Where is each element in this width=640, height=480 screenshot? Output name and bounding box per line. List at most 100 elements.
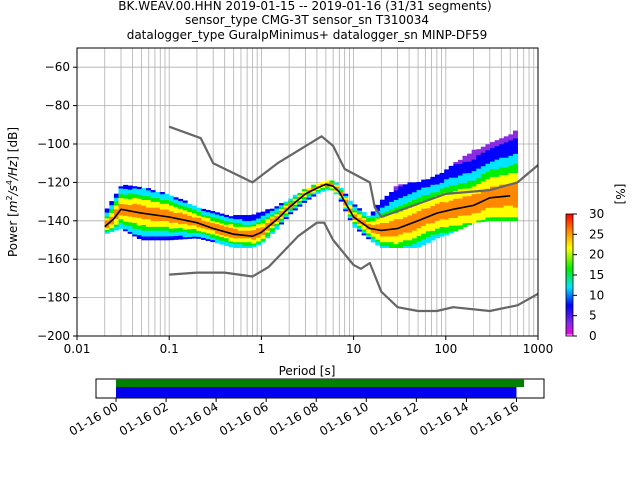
density-cell bbox=[150, 215, 156, 218]
density-cell bbox=[150, 230, 156, 233]
density-cell bbox=[301, 191, 307, 194]
density-cell bbox=[173, 204, 179, 208]
density-cell bbox=[132, 218, 138, 222]
density-cell bbox=[159, 220, 165, 224]
density-cell bbox=[375, 222, 381, 225]
density-cell bbox=[379, 213, 385, 216]
density-cell bbox=[205, 236, 211, 240]
density-cell bbox=[425, 186, 431, 190]
density-cell bbox=[398, 243, 404, 247]
density-cell bbox=[155, 193, 161, 197]
density-cell bbox=[503, 218, 509, 222]
density-cell bbox=[476, 149, 482, 152]
density-cell bbox=[480, 215, 486, 219]
density-cell bbox=[412, 195, 418, 199]
density-cell bbox=[503, 207, 509, 210]
density-cell bbox=[214, 231, 220, 234]
density-cell bbox=[439, 195, 445, 199]
density-cell bbox=[512, 195, 518, 199]
density-cell bbox=[260, 213, 266, 216]
density-cell bbox=[384, 209, 390, 212]
density-cell bbox=[146, 226, 152, 229]
density-cell bbox=[398, 197, 404, 200]
density-cell bbox=[352, 210, 358, 213]
density-cell bbox=[490, 215, 496, 218]
density-cell bbox=[118, 205, 124, 208]
density-cell bbox=[471, 151, 477, 154]
density-cell bbox=[499, 155, 505, 158]
density-cell bbox=[242, 228, 248, 231]
density-cell bbox=[503, 167, 509, 170]
density-cell bbox=[269, 231, 275, 234]
density-cell bbox=[448, 167, 454, 170]
density-cell bbox=[512, 153, 518, 156]
density-cell bbox=[168, 195, 174, 198]
density-cell bbox=[476, 218, 482, 221]
density-cell bbox=[508, 201, 514, 204]
density-cell bbox=[508, 167, 514, 170]
density-cell bbox=[191, 211, 197, 214]
density-cell bbox=[265, 234, 271, 237]
density-cell bbox=[457, 163, 463, 166]
density-cell bbox=[425, 184, 431, 188]
density-cell bbox=[444, 177, 450, 180]
density-cell bbox=[471, 155, 477, 158]
density-cell bbox=[453, 186, 459, 190]
density-cell bbox=[462, 184, 468, 187]
noise-model-line-1 bbox=[169, 221, 539, 313]
density-cell bbox=[402, 240, 408, 243]
density-cell bbox=[214, 239, 220, 242]
density-cell bbox=[357, 208, 363, 211]
density-cell bbox=[402, 215, 408, 218]
density-cell bbox=[256, 243, 262, 246]
density-cell bbox=[412, 186, 418, 189]
density-cell bbox=[123, 207, 129, 211]
density-cell bbox=[260, 230, 266, 234]
density-cell bbox=[439, 180, 445, 183]
density-cell bbox=[173, 235, 179, 238]
density-cell bbox=[421, 198, 427, 202]
density-cell bbox=[416, 243, 422, 246]
density-cell bbox=[448, 190, 454, 194]
density-cell bbox=[168, 222, 174, 225]
density-cell bbox=[421, 214, 427, 217]
density-cell bbox=[219, 221, 225, 224]
density-cell bbox=[512, 178, 518, 181]
density-cell bbox=[430, 176, 436, 180]
density-cell bbox=[508, 140, 514, 143]
density-cell bbox=[457, 186, 463, 189]
density-cell bbox=[412, 218, 418, 222]
density-cell bbox=[214, 219, 220, 223]
density-cell bbox=[462, 167, 468, 170]
density-cell bbox=[421, 189, 427, 192]
density-cell bbox=[150, 238, 156, 241]
density-cell bbox=[297, 200, 303, 203]
density-cell bbox=[480, 196, 486, 199]
density-cell bbox=[136, 236, 142, 240]
density-cell bbox=[389, 236, 395, 239]
density-cell bbox=[127, 223, 133, 227]
density-cell bbox=[379, 205, 385, 208]
density-cell bbox=[210, 232, 216, 235]
density-cell bbox=[462, 159, 468, 162]
density-cell bbox=[512, 218, 518, 222]
density-cell bbox=[224, 216, 229, 220]
density-cell bbox=[439, 201, 445, 204]
density-cell bbox=[471, 176, 477, 179]
density-cell bbox=[366, 217, 372, 220]
density-cell bbox=[113, 218, 119, 221]
density-cell bbox=[113, 207, 119, 210]
density-cell bbox=[196, 230, 202, 234]
density-cell bbox=[159, 230, 165, 233]
density-cell bbox=[490, 155, 496, 158]
density-cell bbox=[467, 218, 473, 222]
density-cell bbox=[315, 191, 321, 194]
density-cell bbox=[141, 222, 147, 225]
density-cell bbox=[214, 223, 220, 227]
density-cell bbox=[453, 167, 459, 170]
density-cell bbox=[453, 210, 459, 213]
density-cell bbox=[164, 216, 170, 220]
density-cell bbox=[448, 210, 454, 213]
density-cell bbox=[109, 222, 115, 225]
density-cell bbox=[173, 212, 179, 215]
